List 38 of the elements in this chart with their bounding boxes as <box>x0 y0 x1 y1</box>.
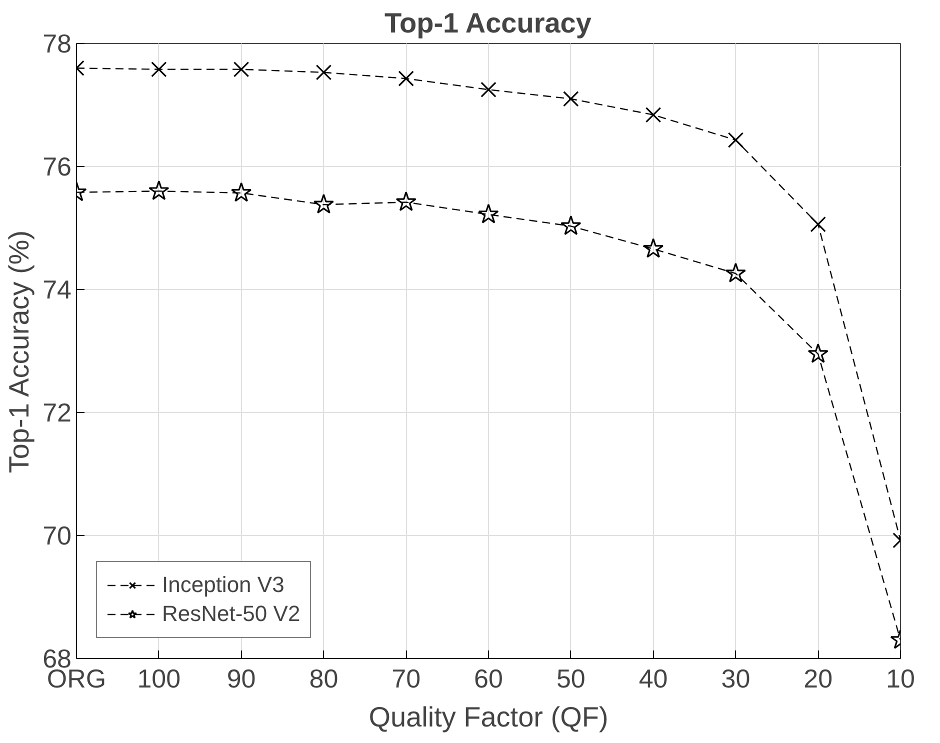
point <box>563 90 579 107</box>
x-axis-title: Quality Factor (QF) <box>368 702 608 732</box>
point <box>233 61 250 78</box>
point <box>480 82 496 98</box>
point <box>148 180 170 200</box>
point <box>642 238 664 258</box>
point <box>560 215 582 236</box>
x-tick-label: 80 <box>309 664 338 694</box>
x-tick-label: 70 <box>392 664 421 694</box>
y-tick-label: 74 <box>42 274 72 304</box>
point <box>478 204 499 224</box>
chart-title: Top-1 Accuracy <box>384 8 592 38</box>
legend-label: Inception V3 <box>162 572 284 598</box>
y-tick-label: 76 <box>42 152 72 182</box>
x-tick-label: 10 <box>886 664 915 694</box>
point <box>810 216 826 232</box>
y-axis-title: Top-1 Accuracy (%) <box>4 230 35 474</box>
x-tick-label: 30 <box>721 664 750 694</box>
x-tick-label: 100 <box>137 664 181 694</box>
x-tick-label: 40 <box>638 664 668 694</box>
legend-label: ResNet-50 V2 <box>162 601 300 627</box>
point <box>230 182 252 202</box>
y-tick-label: 78 <box>42 28 72 58</box>
point <box>313 194 334 214</box>
point <box>316 64 332 80</box>
point <box>645 106 662 123</box>
x-tick-label: 90 <box>226 664 256 694</box>
y-tick-label: 72 <box>42 398 72 428</box>
point <box>396 191 416 212</box>
point <box>398 70 414 86</box>
point <box>728 132 744 148</box>
x-tick-label: 60 <box>474 664 503 694</box>
point <box>151 61 167 78</box>
point <box>808 343 828 363</box>
y-tick-label: 70 <box>42 520 72 550</box>
x-tick-label: 50 <box>556 664 586 694</box>
point <box>725 262 746 282</box>
x-tick-label: 20 <box>804 664 833 694</box>
